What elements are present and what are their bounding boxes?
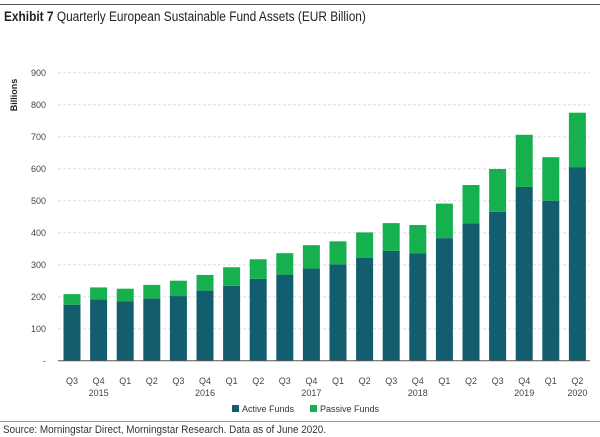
bar-active-funds	[63, 304, 81, 361]
bar-passive-funds	[515, 134, 533, 187]
y-tick-label: 400	[31, 228, 46, 238]
bar-active-funds	[169, 296, 187, 361]
bar-passive-funds	[356, 232, 374, 258]
bar-passive-funds	[435, 203, 453, 239]
bar-passive-funds	[329, 241, 347, 265]
x-year-label: 2019	[514, 388, 534, 398]
source-note: Source: Morningstar Direct, Morningstar …	[3, 424, 327, 436]
bar-active-funds	[276, 274, 294, 361]
y-tick-label: 300	[31, 260, 46, 270]
bottom-border	[0, 421, 600, 422]
x-tick-label: Q1	[332, 376, 344, 386]
y-tick-label: 800	[31, 100, 46, 110]
bar-passive-funds	[143, 284, 161, 299]
x-year-label: 2017	[301, 388, 321, 398]
bar-active-funds	[356, 257, 374, 361]
x-tick-label: Q1	[438, 376, 450, 386]
bar-active-funds	[143, 298, 161, 361]
bar-passive-funds	[223, 267, 241, 286]
y-tick-label: 700	[31, 132, 46, 142]
y-tick-label: -	[43, 356, 46, 366]
bar-passive-funds	[382, 223, 400, 251]
bar-active-funds	[329, 264, 347, 361]
chart-title: Exhibit 7 Quarterly European Sustainable…	[4, 9, 366, 24]
bar-passive-funds	[169, 280, 187, 297]
y-axis-label: Billions	[9, 79, 19, 112]
y-tick-label: 500	[31, 196, 46, 206]
bar-passive-funds	[409, 225, 427, 254]
bar-passive-funds	[302, 245, 320, 269]
bar-active-funds	[542, 200, 560, 361]
x-year-label: 2020	[567, 388, 587, 398]
x-tick-label: Q3	[172, 376, 184, 386]
bar-passive-funds	[276, 253, 294, 275]
legend-swatch	[310, 405, 317, 412]
y-tick-label: 600	[31, 164, 46, 174]
x-tick-label: Q3	[385, 376, 397, 386]
bar-active-funds	[515, 186, 533, 361]
x-tick-label: Q1	[545, 376, 557, 386]
bar-active-funds	[302, 268, 320, 361]
bar-active-funds	[462, 223, 480, 361]
bar-passive-funds	[489, 169, 507, 212]
x-year-label: 2015	[89, 388, 109, 398]
y-tick-label: 200	[31, 292, 46, 302]
bar-passive-funds	[90, 287, 108, 300]
y-tick-label: 100	[31, 324, 46, 334]
title-text: Quarterly European Sustainable Fund Asse…	[56, 9, 366, 24]
bar-active-funds	[435, 238, 453, 361]
bar-active-funds	[409, 253, 427, 361]
x-tick-label: Q2	[571, 376, 583, 386]
bar-passive-funds	[116, 288, 134, 302]
x-tick-label: Q3	[492, 376, 504, 386]
bar-active-funds	[90, 299, 108, 361]
x-tick-label: Q4	[93, 376, 105, 386]
bar-active-funds	[249, 278, 267, 361]
x-tick-label: Q4	[199, 376, 211, 386]
x-tick-label: Q4	[412, 376, 424, 386]
legend-swatch	[232, 405, 239, 412]
bar-passive-funds	[542, 157, 560, 201]
bar-passive-funds	[196, 274, 214, 291]
y-tick-label: 900	[31, 68, 46, 78]
bar-active-funds	[568, 167, 586, 361]
exhibit-label: Exhibit 7	[4, 9, 54, 24]
x-tick-label: Q2	[359, 376, 371, 386]
x-tick-label: Q2	[252, 376, 264, 386]
x-tick-label: Q3	[279, 376, 291, 386]
bar-active-funds	[382, 250, 400, 361]
bar-passive-funds	[249, 259, 267, 279]
bar-active-funds	[116, 301, 134, 361]
x-year-label: 2018	[408, 388, 428, 398]
bar-active-funds	[223, 285, 241, 361]
bar-passive-funds	[568, 112, 586, 168]
x-tick-label: Q4	[305, 376, 317, 386]
x-tick-label: Q2	[465, 376, 477, 386]
x-tick-label: Q4	[518, 376, 530, 386]
bar-passive-funds	[63, 294, 81, 305]
x-tick-label: Q3	[66, 376, 78, 386]
bar-passive-funds	[462, 185, 480, 224]
bar-active-funds	[489, 211, 507, 361]
x-tick-label: Q1	[119, 376, 131, 386]
x-year-label: 2016	[195, 388, 215, 398]
x-tick-label: Q1	[226, 376, 238, 386]
legend-label: Active Funds	[242, 404, 295, 414]
x-tick-label: Q2	[146, 376, 158, 386]
top-border	[0, 4, 600, 5]
legend-label: Passive Funds	[320, 404, 380, 414]
bar-active-funds	[196, 290, 214, 361]
